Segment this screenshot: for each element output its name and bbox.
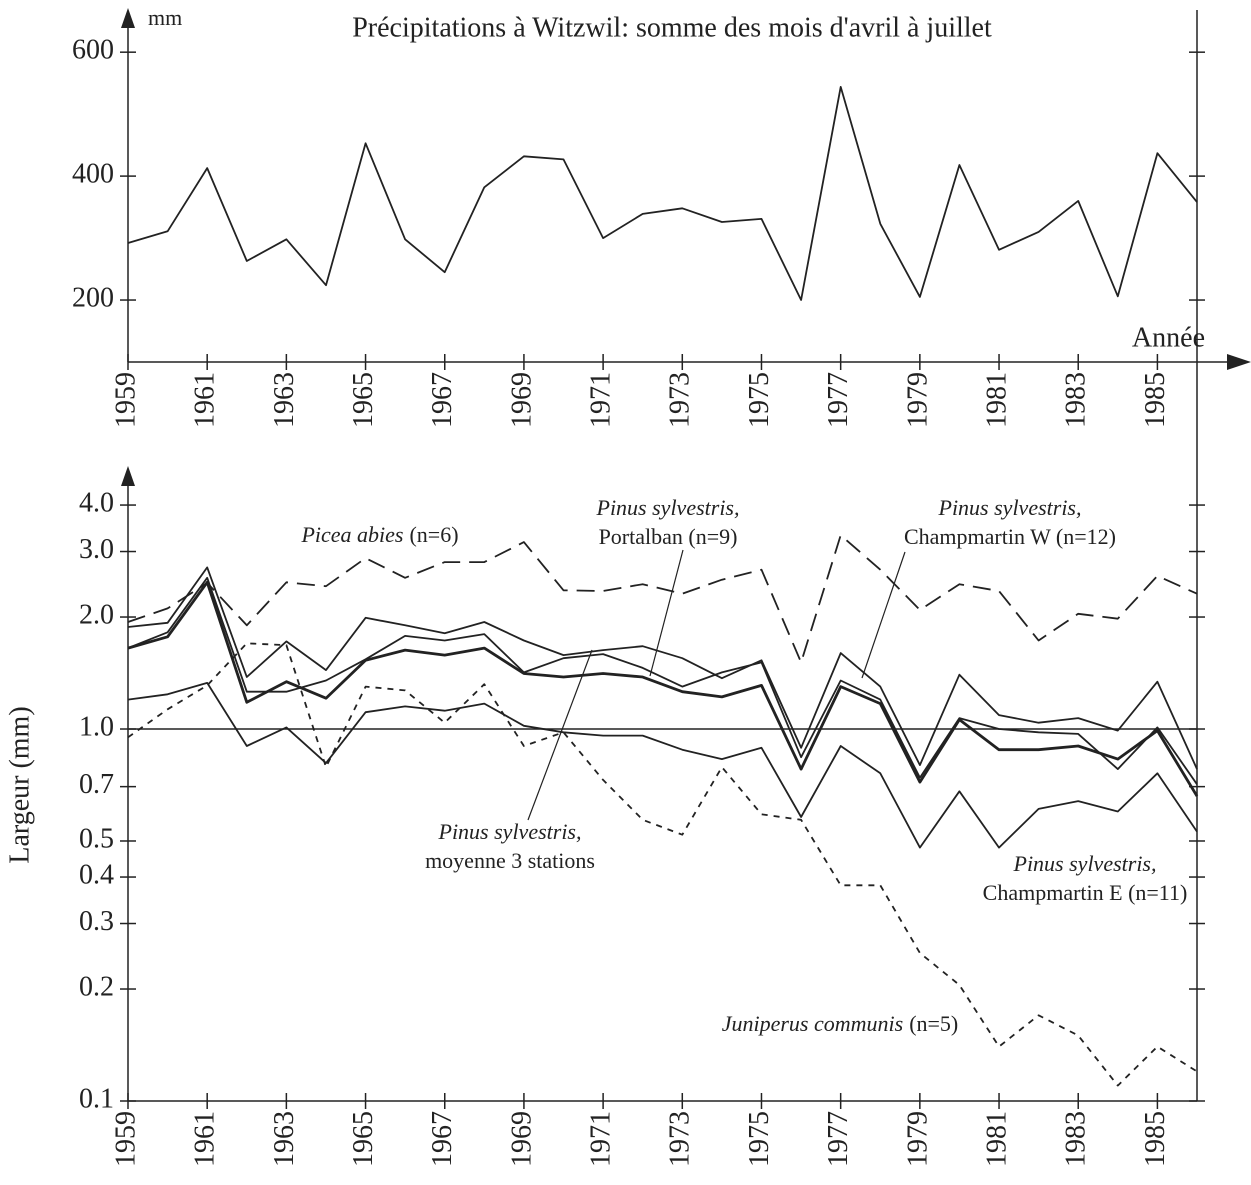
y-tick-label: 0.7 [79,769,114,800]
y-tick-label: 400 [72,159,114,190]
series-name: Pinus sylvestris, [1013,851,1157,876]
series-detail: (n=6) [409,522,458,547]
x-tick-label: 1983 [1061,372,1092,428]
x-tick-label: 1975 [744,1111,775,1167]
x-tick-label: 1971 [586,1111,617,1167]
data-line [127,566,1198,770]
x-tick-label: 1961 [190,372,221,428]
x-tick-label: 1963 [269,372,300,428]
series-detail: (n=5) [909,1011,958,1036]
x-tick-label: 1965 [348,1111,379,1167]
y-tick-label: 0.5 [79,823,114,854]
x-tick-label: 1985 [1140,372,1171,428]
arrow [121,466,135,486]
y-tick-label: 3.0 [79,534,114,565]
y-tick-label: 0.1 [79,1083,114,1114]
y-tick-label: 1.0 [79,711,114,742]
x-tick-label: 1975 [744,372,775,428]
series-detail: moyenne 3 stations [425,848,595,873]
y-axis-label: Largeur (mm) [4,706,35,863]
y-unit: mm [148,5,182,30]
x-tick-label: 1977 [823,372,854,428]
y-tick-label: 0.4 [79,859,114,890]
data-line [127,642,1198,1087]
arrow [121,8,135,28]
leader-line [649,549,684,677]
x-tick-label: 1971 [586,372,617,428]
chart-title: Précipitations à Witzwil: somme des mois… [352,12,992,43]
series-name: Juniperus communis [722,1011,903,1036]
x-tick-label: 1979 [902,1111,933,1167]
x-tick-label: 1983 [1061,1111,1092,1167]
x-tick-label: 1981 [981,1111,1012,1167]
series-detail: Portalban (n=9) [599,524,738,549]
x-tick-label: 1959 [110,1111,141,1167]
x-tick-label: 1981 [981,372,1012,428]
x-tick-label: 1967 [427,1111,458,1167]
leader-line [861,551,906,679]
data-line [127,86,1198,301]
x-tick-label: 1969 [506,372,537,428]
series-label: Picea abies (n=6) [300,522,458,547]
x-tick-label: 1977 [823,1111,854,1167]
x-tick-label: 1961 [190,1111,221,1167]
series-detail: Champmartin E (n=11) [983,880,1188,905]
x-tick-label: 1973 [665,372,696,428]
series-name: Pinus sylvestris, [938,495,1082,520]
arrow [1227,354,1251,370]
data-line [127,576,1198,785]
y-tick-label: 600 [72,35,114,66]
x-tick-label: 1965 [348,372,379,428]
series-detail: Champmartin W (n=12) [904,524,1116,549]
data-line [127,682,1198,849]
data-line [127,534,1198,664]
x-tick-label: 1967 [427,372,458,428]
x-tick-label: 1969 [506,1111,537,1167]
x-axis-label: Année [1132,322,1205,353]
series-name: Pinus sylvestris, [438,819,582,844]
x-tick-label: 1963 [269,1111,300,1167]
y-tick-label: 0.3 [79,906,114,937]
series-label: Juniperus communis (n=5) [722,1011,959,1036]
leader-line [527,649,593,821]
data-line [127,580,1199,797]
y-tick-label: 200 [72,282,114,313]
y-tick-label: 2.0 [79,599,114,630]
series-name: Picea abies [300,522,403,547]
x-tick-label: 1959 [110,372,141,428]
series-name: Pinus sylvestris, [596,495,740,520]
x-tick-label: 1973 [665,1111,696,1167]
x-tick-label: 1979 [902,372,933,428]
x-tick-label: 1985 [1140,1111,1171,1167]
y-tick-label: 0.2 [79,971,114,1002]
y-tick-label: 4.0 [79,487,114,518]
